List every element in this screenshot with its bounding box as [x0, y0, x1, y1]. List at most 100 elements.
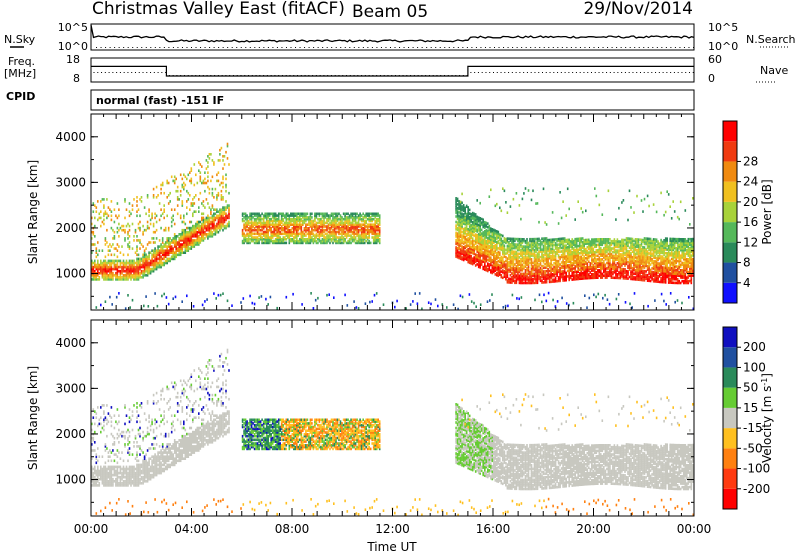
power-cell — [565, 244, 567, 247]
power-cell — [513, 198, 515, 201]
power-cell — [151, 249, 153, 252]
power-cell — [523, 238, 525, 241]
power-cell — [597, 238, 599, 241]
power-cell — [222, 176, 224, 179]
power-cell — [532, 190, 534, 193]
power-cell — [213, 213, 215, 216]
power-cell — [464, 227, 466, 230]
power-cell — [328, 234, 330, 237]
power-cell — [183, 182, 185, 185]
nave-dot — [158, 72, 159, 73]
power-cell — [487, 268, 489, 271]
power-cell — [261, 213, 263, 216]
nave-dot — [173, 75, 174, 76]
power-cell — [168, 182, 170, 185]
power-cell — [120, 251, 122, 254]
power-cell — [466, 233, 468, 236]
power-cell — [160, 227, 162, 230]
noise-search-dot — [489, 47, 490, 48]
power-cell — [166, 245, 168, 248]
power-cell — [133, 260, 135, 263]
power-cell — [528, 242, 530, 245]
power-cell — [269, 213, 271, 216]
power-cell — [301, 218, 303, 221]
power-cell — [496, 203, 498, 206]
power-cell — [544, 221, 546, 224]
power-cell — [150, 260, 152, 263]
power-cell — [177, 241, 179, 244]
power-cell — [144, 249, 146, 252]
power-cell — [177, 204, 179, 207]
power-cell — [114, 274, 116, 277]
power-cell — [248, 227, 250, 230]
power-cell — [490, 256, 492, 259]
power-cell — [206, 233, 208, 236]
power-cell — [141, 270, 143, 273]
power-cell — [283, 227, 285, 230]
power-cell — [118, 276, 120, 279]
noise-search-dot — [625, 47, 626, 48]
power-cell — [305, 223, 307, 226]
power-cell — [292, 223, 294, 226]
power-cell — [561, 250, 563, 253]
power-cell — [317, 238, 319, 241]
power-cell — [603, 238, 605, 241]
nave-dot — [583, 72, 584, 73]
power-cell — [352, 213, 354, 216]
power-cell — [121, 245, 123, 248]
power-cell — [537, 202, 539, 205]
power-cell — [272, 231, 274, 234]
power-cell — [504, 244, 506, 247]
power-cell — [141, 200, 143, 203]
power-cell — [496, 261, 498, 264]
power-cell — [346, 213, 348, 216]
power-cell — [216, 223, 218, 226]
power-cell — [118, 223, 120, 226]
power-cell — [136, 210, 138, 213]
power-cell — [255, 236, 257, 239]
nave-dot — [599, 72, 600, 73]
power-cell — [148, 227, 150, 230]
power-cell — [254, 213, 256, 216]
power-cell — [189, 208, 191, 211]
power-cell — [523, 245, 525, 248]
power-cell — [270, 218, 272, 221]
power-cell — [111, 200, 113, 203]
noise-search-dot — [444, 47, 445, 48]
noise-search-dot — [693, 47, 694, 48]
nave-dot — [384, 75, 385, 76]
power-cell — [111, 245, 113, 248]
noise-search-dot — [517, 47, 518, 48]
power-cell — [93, 231, 95, 234]
power-cell — [197, 221, 199, 224]
power-cell — [553, 249, 555, 252]
nave-dot — [534, 72, 535, 73]
noise-search-dot — [349, 47, 350, 48]
power-cell — [498, 251, 500, 254]
power-cell — [166, 258, 168, 261]
noise-search-dot — [467, 47, 468, 48]
power-cell — [470, 255, 472, 258]
power-cell — [370, 213, 372, 216]
power-cell — [100, 217, 102, 220]
power-cell — [118, 235, 120, 238]
power-cell — [145, 254, 147, 257]
power-cell — [283, 218, 285, 221]
power-cell — [172, 247, 174, 250]
power-cell — [373, 218, 375, 221]
nave-dot — [519, 72, 520, 73]
power-cell — [461, 213, 463, 216]
power-cell — [180, 194, 182, 197]
power-cell — [162, 182, 164, 185]
power-cell — [546, 223, 548, 226]
power-cell — [370, 216, 372, 219]
nave-dot — [267, 75, 268, 76]
power-cell — [177, 190, 179, 193]
power-cell — [585, 266, 587, 269]
power-cell — [302, 213, 304, 216]
power-cell — [174, 176, 176, 179]
nave-dot — [655, 72, 656, 73]
noise-search-dot — [385, 47, 386, 48]
power-cell — [540, 256, 542, 259]
power-cell — [289, 214, 291, 217]
